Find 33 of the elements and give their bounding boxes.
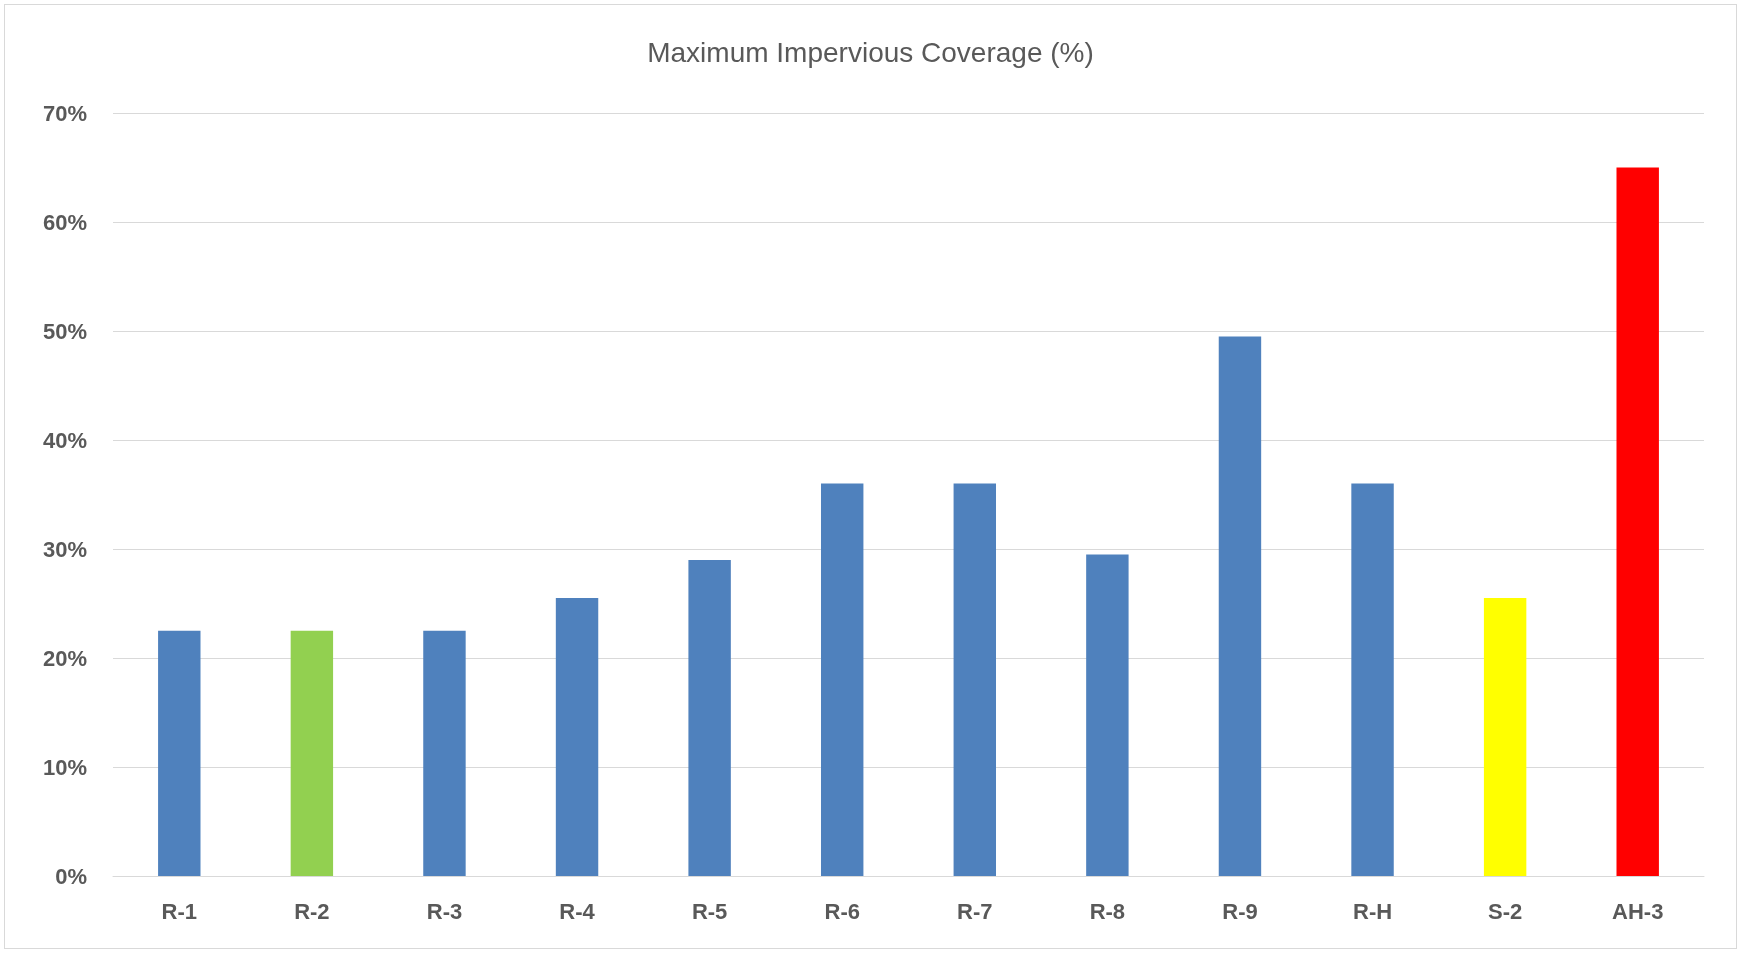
y-tick-label: 0%	[55, 863, 87, 889]
y-tick-label: 50%	[42, 318, 87, 344]
x-tick-label: R-6	[824, 898, 860, 924]
chart-title: Maximum Impervious Coverage (%)	[647, 36, 1094, 68]
bar	[1218, 336, 1262, 876]
bar	[158, 630, 201, 876]
bar	[953, 483, 997, 876]
bar	[290, 630, 334, 876]
x-tick-label: R-4	[559, 898, 596, 924]
x-tick-label: R-H	[1352, 898, 1393, 924]
y-tick-label: 10%	[42, 754, 87, 780]
bar	[555, 598, 599, 876]
x-tick-label: R-5	[691, 898, 728, 924]
y-tick-label: 70%	[42, 100, 87, 126]
x-tick-label: R-9	[1222, 898, 1258, 924]
x-tick-label: S-2	[1488, 898, 1523, 924]
bar	[1616, 167, 1659, 876]
x-tick-label: R-8	[1089, 898, 1126, 924]
y-tick-label: 30%	[42, 536, 87, 562]
bar	[821, 483, 864, 876]
bar	[688, 559, 731, 876]
bar	[1483, 598, 1527, 876]
bar	[423, 630, 466, 876]
bar	[1351, 483, 1394, 876]
x-tick-label: R-7	[957, 898, 993, 924]
y-tick-label: 20%	[42, 645, 87, 671]
y-tick-label: 60%	[42, 209, 87, 235]
x-tick-label: R-2	[294, 898, 330, 924]
x-tick-label: R-1	[161, 898, 198, 924]
x-tick-label: AH-3	[1612, 898, 1664, 924]
x-tick-label: R-3	[426, 898, 463, 924]
bar	[1086, 554, 1129, 876]
y-tick-label: 40%	[42, 427, 87, 453]
